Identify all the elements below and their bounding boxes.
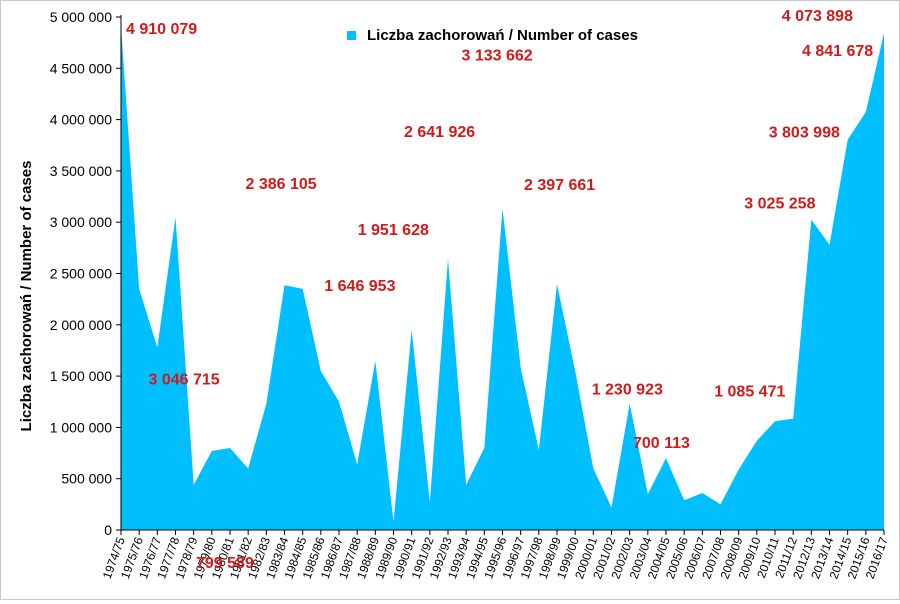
legend-swatch — [347, 31, 356, 40]
y-tick-label: 1 000 000 — [50, 419, 112, 435]
legend-label: Liczba zachorowań / Number of cases — [367, 27, 638, 44]
y-tick-label: 3 000 000 — [50, 214, 112, 230]
data-label: 2 386 105 — [246, 176, 317, 193]
data-label: 2 397 661 — [524, 177, 595, 194]
data-label: 2 641 926 — [404, 124, 475, 141]
data-label: 1 085 471 — [714, 384, 785, 401]
y-axis-title: Liczba zachorowań / Number of cases — [18, 161, 35, 432]
data-label: 1 951 628 — [358, 222, 429, 239]
y-tick-label: 3 500 000 — [50, 163, 112, 179]
data-label: 1 230 923 — [592, 382, 663, 399]
y-tick-label: 2 000 000 — [50, 317, 112, 333]
legend: Liczba zachorowań / Number of cases — [347, 27, 638, 44]
data-label: 4 910 079 — [126, 21, 197, 38]
data-label: 799 589 — [196, 555, 254, 572]
y-tick-labels: 0 500 000 1 000 000 1 500 000 2 000 000 2 500… — [50, 9, 121, 538]
data-label: 4 073 898 — [782, 8, 853, 25]
y-tick-label: 500 000 — [61, 471, 112, 487]
data-label: 4 841 678 — [802, 43, 873, 60]
data-label: 3 803 998 — [769, 125, 840, 142]
area-layer — [121, 26, 884, 530]
y-tick-label: 1 500 000 — [50, 368, 112, 384]
data-label: 3 046 715 — [149, 371, 220, 388]
data-label: 700 113 — [633, 435, 690, 452]
y-tick-label: 0 — [104, 522, 112, 538]
y-tick-label: 4 500 000 — [50, 60, 112, 76]
area-series-cases — [121, 26, 884, 530]
data-labels: 4 910 079 3 046 715 799 589 2 386 105 1 646 … — [126, 8, 873, 572]
y-tick-label: 5 000 000 — [50, 9, 112, 25]
y-tick-label: 2 500 000 — [50, 266, 112, 282]
data-label: 3 133 662 — [462, 48, 533, 65]
data-label: 3 025 258 — [744, 196, 815, 213]
y-tick-label: 4 000 000 — [50, 112, 112, 128]
data-label: 1 646 953 — [324, 278, 395, 295]
